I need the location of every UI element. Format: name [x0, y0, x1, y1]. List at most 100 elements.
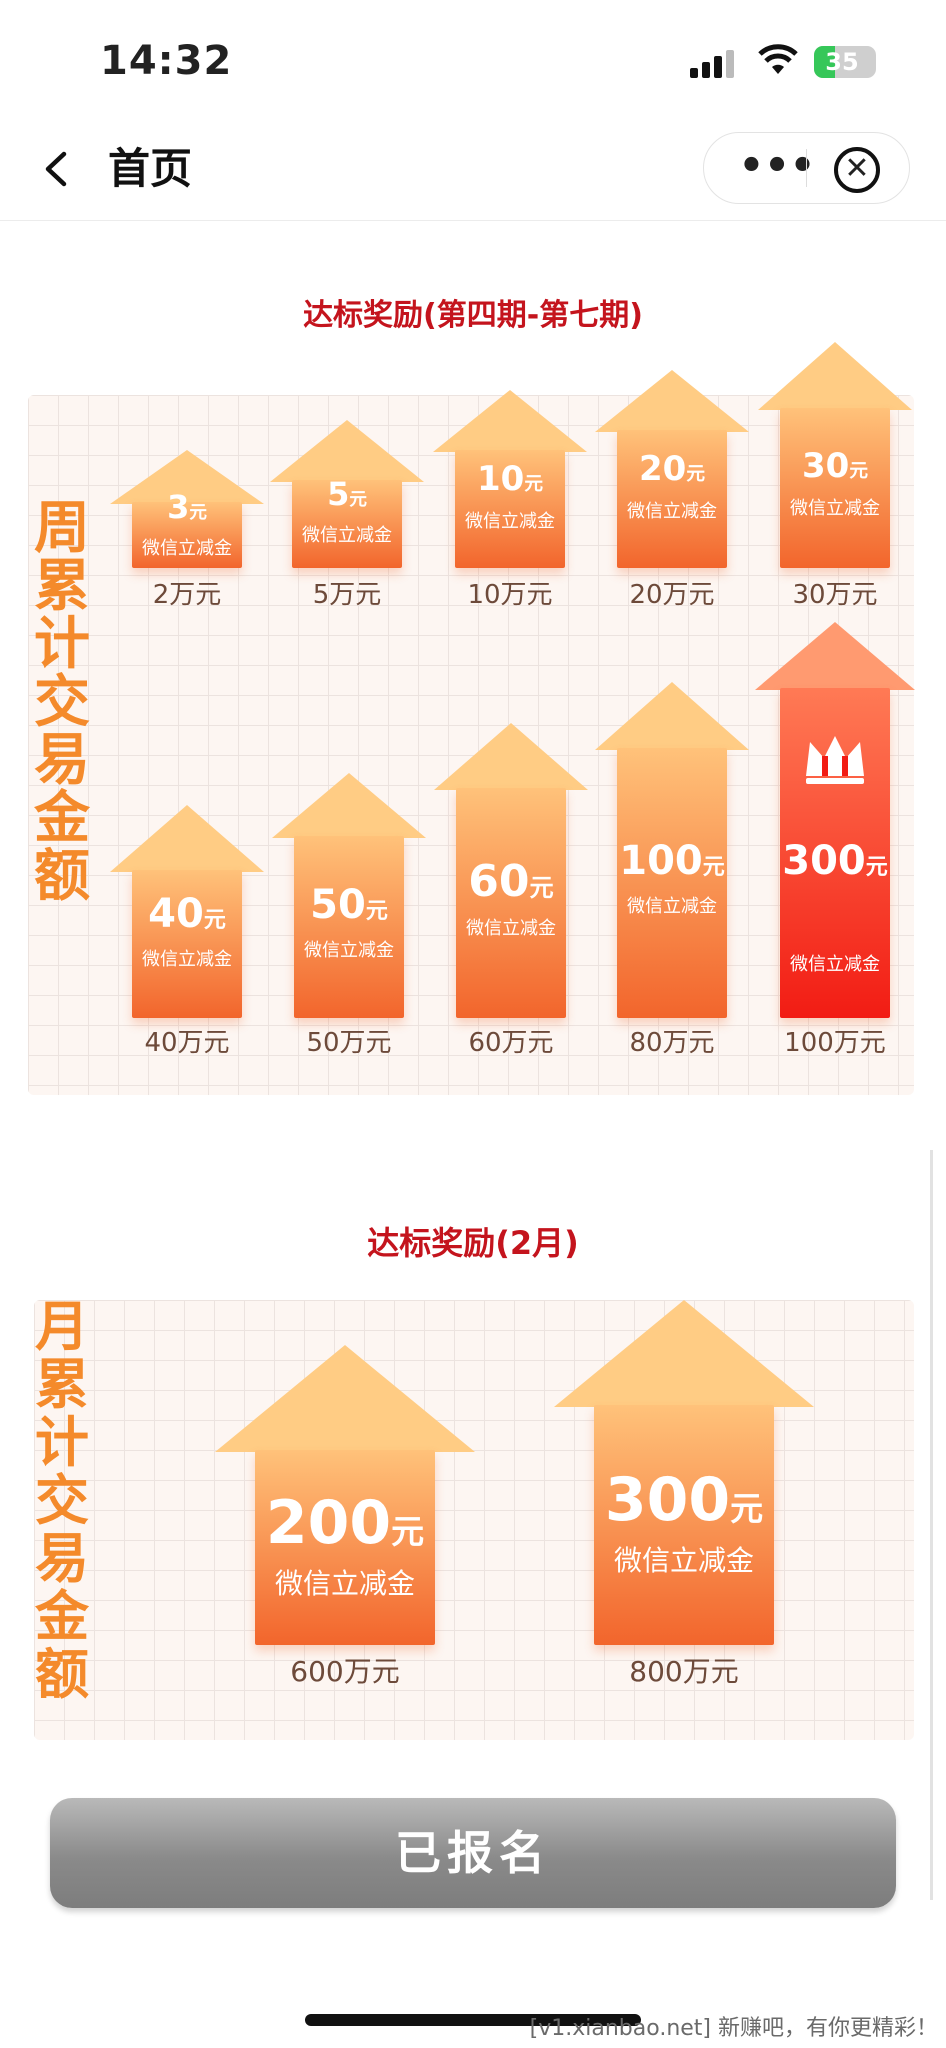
arrow-body — [455, 450, 565, 568]
arrow-head — [272, 773, 426, 838]
reward-threshold: 80万元 — [629, 1028, 715, 1058]
reward-amount-number: 30 — [801, 446, 850, 486]
arrow-head — [434, 723, 588, 790]
reward-amount-unit: 元 — [189, 503, 207, 523]
page-title: 首页 — [108, 144, 193, 193]
close-circle-icon[interactable]: ✕ — [834, 147, 880, 193]
reward-arrow: 100元 微信立减金 — [595, 682, 749, 1018]
arrow-body — [132, 502, 242, 568]
arrow-head — [110, 805, 264, 872]
wifi-icon — [758, 44, 798, 74]
reward-threshold: 50万元 — [306, 1028, 392, 1058]
side-label-char: 月 — [35, 1295, 89, 1358]
reward-desc: 微信立减金 — [302, 525, 392, 546]
reward-amount-unit: 元 — [524, 474, 543, 495]
reward-amount-unit: 元 — [702, 855, 725, 880]
reward-desc: 微信立减金 — [790, 498, 880, 519]
reward-amount-number: 60 — [468, 856, 530, 907]
reward-desc: 微信立减金 — [790, 954, 880, 975]
side-label-char: 周 — [34, 496, 90, 561]
reward-threshold: 5万元 — [312, 580, 382, 610]
more-button[interactable]: ••• — [738, 143, 816, 189]
arrow-body — [780, 408, 890, 568]
reward-amount-unit: 元 — [730, 1489, 764, 1528]
reward-amount-number: 3 — [167, 488, 190, 526]
chevron-left-icon[interactable] — [40, 144, 80, 194]
reward-amount-number: 20 — [638, 449, 687, 489]
reward-threshold: 60万元 — [468, 1028, 554, 1058]
battery-level: 35 — [825, 48, 859, 76]
side-label-char: 易 — [35, 1527, 89, 1590]
reward-threshold: 600万元 — [290, 1655, 400, 1688]
crown-icon — [806, 736, 864, 784]
arrow-head — [270, 420, 424, 482]
monthly-section-title: 达标奖励(2月) — [367, 1224, 579, 1262]
arrow-head — [433, 390, 587, 452]
battery-icon: 35 — [814, 46, 876, 78]
watermark-text: [v1.xianbao.net] 新赚吧，有你更精彩！ — [529, 2016, 938, 2041]
reward-amount: 50元 — [272, 882, 426, 928]
scroll-indicator — [930, 1150, 933, 1900]
reward-arrow: 10元微信立减金 — [433, 390, 587, 568]
reward-desc: 微信立减金 — [304, 940, 394, 961]
reward-desc: 微信立减金 — [465, 511, 555, 532]
mini-program-capsule: ••• ✕ — [703, 132, 910, 204]
side-label-char: 累 — [35, 1353, 89, 1416]
nav-bar: 首页 ••• ✕ — [0, 120, 946, 221]
reward-threshold: 20万元 — [629, 580, 715, 610]
reward-amount-number: 50 — [310, 882, 366, 928]
reward-desc: 微信立减金 — [142, 538, 232, 559]
weekly-side-label: 周累计交易金额 — [32, 500, 92, 906]
reward-arrow: 60元 微信立减金 — [434, 723, 588, 1018]
arrow-body — [594, 1405, 774, 1645]
reward-amount: 10元 — [433, 459, 587, 499]
reward-desc: 微信立减金 — [627, 501, 717, 522]
side-label-char: 计 — [34, 612, 90, 677]
reward-amount-number: 300 — [782, 838, 866, 884]
arrow-body — [292, 480, 402, 568]
status-time: 14:32 — [100, 38, 233, 84]
side-label-char: 交 — [34, 670, 90, 735]
reward-arrow: 3元微信立减金 — [110, 450, 264, 568]
weekly-section-title: 达标奖励(第四期-第七期) — [303, 298, 643, 333]
side-label-char: 额 — [35, 1643, 89, 1706]
side-label-char: 额 — [34, 844, 90, 909]
reward-amount: 300元 — [755, 838, 915, 884]
arrow-body — [255, 1450, 435, 1645]
reward-amount: 60元 — [434, 856, 588, 907]
arrow-head — [595, 370, 749, 432]
status-bar: 14:32 35 — [0, 0, 946, 120]
reward-amount: 100元 — [595, 838, 749, 884]
reward-amount: 30元 — [758, 446, 912, 486]
reward-arrow: 50元微信立减金 — [272, 773, 426, 1018]
reward-amount: 20元 — [595, 449, 749, 489]
reward-arrow: 300元 微信立减金 — [554, 1300, 814, 1645]
signal-icon — [690, 50, 734, 78]
reward-amount: 40元 — [110, 891, 264, 937]
side-label-char: 金 — [34, 786, 90, 851]
arrow-body — [132, 870, 242, 1018]
reward-arrow: 40元微信立减金 — [110, 805, 264, 1018]
arrow-head — [755, 622, 915, 690]
reward-amount: 5元 — [270, 475, 424, 513]
reward-arrow: 20元微信立减金 — [595, 370, 749, 568]
reward-threshold: 40万元 — [144, 1028, 230, 1058]
reward-threshold: 2万元 — [152, 580, 222, 610]
arrow-head — [554, 1300, 814, 1407]
reward-arrow: 300元微信立减金 — [755, 622, 915, 1018]
reward-amount-number: 40 — [148, 891, 204, 937]
capsule-divider — [806, 149, 807, 187]
reward-arrow: 5元微信立减金 — [270, 420, 424, 568]
arrow-body — [456, 788, 566, 1018]
reward-desc: 微信立减金 — [142, 949, 232, 970]
arrow-body — [617, 748, 727, 1018]
reward-arrow: 30元微信立减金 — [758, 342, 912, 568]
side-label-char: 交 — [35, 1469, 89, 1532]
reward-threshold: 100万元 — [784, 1028, 886, 1058]
reward-desc: 微信立减金 — [274, 1566, 415, 1600]
reward-amount-number: 200 — [265, 1487, 392, 1558]
reward-amount: 200元 — [215, 1488, 475, 1558]
registered-button[interactable]: 已报名 — [50, 1798, 896, 1908]
reward-amount-number: 100 — [619, 838, 703, 884]
side-label-char: 金 — [35, 1585, 89, 1648]
